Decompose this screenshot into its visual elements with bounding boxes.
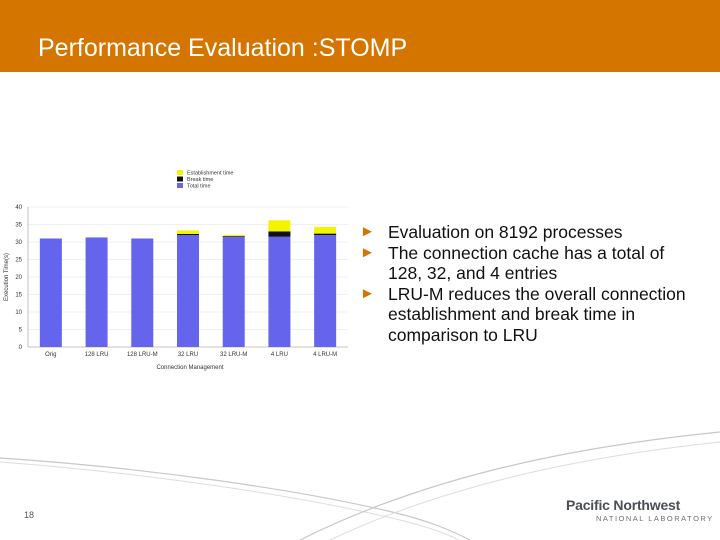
bar-segment xyxy=(222,235,245,237)
slide-title: Performance Evaluation :STOMP xyxy=(38,34,408,62)
x-tick-label: 4 LRU xyxy=(271,352,288,358)
bullet-text: The connection cache has a total of 128,… xyxy=(388,242,665,284)
legend-swatch xyxy=(177,176,183,182)
lab-logo: Pacific Northwest NATIONAL LABORATORY xyxy=(566,497,714,523)
y-tick-label: 40 xyxy=(15,205,22,211)
bar-segment xyxy=(39,238,62,347)
x-tick-label: 32 LRU-M xyxy=(220,352,247,358)
bar-segment xyxy=(314,233,337,235)
bullet-item: ► Evaluation on 8192 processes xyxy=(360,222,690,243)
stacked-bar-chart: 0 5 10 15 20 25 30 35 40 Orig 128 LRU 128 LRU-M 32 L… xyxy=(4,170,348,371)
y-tick-label: 30 xyxy=(15,240,22,246)
arrow-bullet-icon: ► xyxy=(360,223,375,240)
bar-segment xyxy=(222,236,245,347)
bullet-item: ► The connection cache has a total of 128… xyxy=(360,243,690,284)
bullet-text: Evaluation on 8192 processes xyxy=(388,222,623,242)
x-tick-label: 128 LRU xyxy=(85,352,109,358)
legend-label: Establishment time xyxy=(187,171,233,177)
decorative-swoosh xyxy=(0,431,720,540)
y-tick-label: 0 xyxy=(19,345,23,351)
x-tick-label: 128 LRU-M xyxy=(127,352,158,358)
x-axis-label: Connection Management xyxy=(156,365,223,371)
y-tick-label: 25 xyxy=(15,258,22,264)
bar-segment xyxy=(177,230,199,234)
x-tick-label: 32 LRU xyxy=(178,352,198,358)
bar-segment xyxy=(268,236,291,347)
bullet-list: ► Evaluation on 8192 processes ► The conne… xyxy=(360,222,690,345)
slide-header: Performance Evaluation :STOMP xyxy=(0,0,720,72)
y-axis-label: Execution Time(s) xyxy=(4,253,10,301)
y-tick-label: 15 xyxy=(15,293,22,299)
bar-segment xyxy=(314,235,337,347)
page-number: 18 xyxy=(24,510,35,520)
logo-line2: NATIONAL LABORATORY xyxy=(596,514,714,523)
x-tick-label: Orig xyxy=(45,352,56,358)
bar-segment xyxy=(131,238,154,347)
arrow-bullet-icon: ► xyxy=(360,243,375,261)
legend-swatch xyxy=(177,170,183,175)
y-tick-label: 20 xyxy=(15,275,22,281)
bar-segment xyxy=(177,233,199,235)
bullet-text: LRU-M reduces the overall connection est… xyxy=(388,283,686,345)
bar-segment xyxy=(268,220,291,232)
y-tick-label: 5 xyxy=(19,328,23,334)
legend-swatch xyxy=(177,183,183,188)
arrow-bullet-icon: ► xyxy=(360,284,375,302)
y-tick-label: 35 xyxy=(15,223,22,229)
bar-segment xyxy=(314,226,337,234)
y-tick-label: 10 xyxy=(15,310,22,316)
bar-segment xyxy=(222,236,245,237)
bar-segment xyxy=(177,235,199,347)
x-tick-label: 4 LRU-M xyxy=(313,352,337,358)
bar-segment xyxy=(268,231,291,237)
bar-segment xyxy=(85,237,108,347)
legend-label: Total time xyxy=(187,184,211,190)
legend-label: Break time xyxy=(187,177,213,183)
bullet-item: ► LRU-M reduces the overall connection es… xyxy=(360,284,690,346)
logo-line1: Pacific Northwest xyxy=(566,497,681,513)
